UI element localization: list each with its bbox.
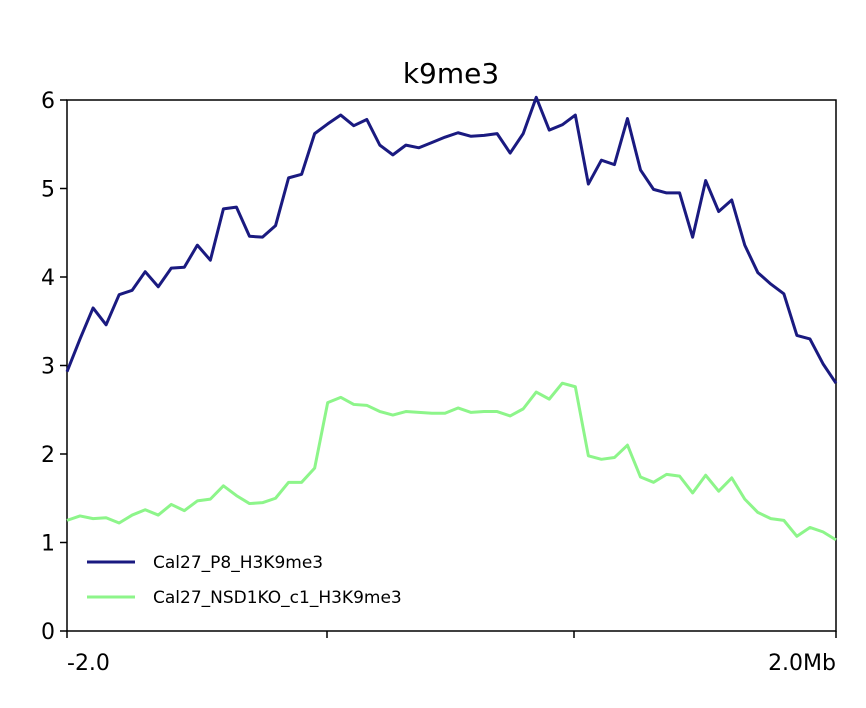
legend-label-0: Cal27_P8_H3K9me3 [153,553,323,573]
y-tick-label: 1 [41,532,55,557]
series-line-1 [66,381,837,542]
y-tick-label: 3 [41,355,55,380]
legend: Cal27_P8_H3K9me3 Cal27_NSD1KO_c1_H3K9me3 [87,553,402,608]
x-tick-label: 2.0Mb [768,651,836,676]
y-tick-label: 0 [41,620,55,645]
y-tick-label: 6 [41,89,55,114]
series-layer [65,95,838,542]
series-line-0 [65,95,838,385]
y-tick-label: 5 [41,178,55,203]
y-axis: 0 1 2 3 4 5 6 [41,89,67,645]
y-tick-label: 2 [41,443,55,468]
chart-title: k9me3 [403,57,499,90]
x-axis: -2.0 2.0Mb [66,631,837,676]
x-tick-label: -2.0 [67,651,110,676]
legend-label-1: Cal27_NSD1KO_c1_H3K9me3 [153,588,402,608]
plot-area [65,95,838,632]
plot-frame [66,99,837,632]
y-tick-label: 4 [41,266,55,291]
